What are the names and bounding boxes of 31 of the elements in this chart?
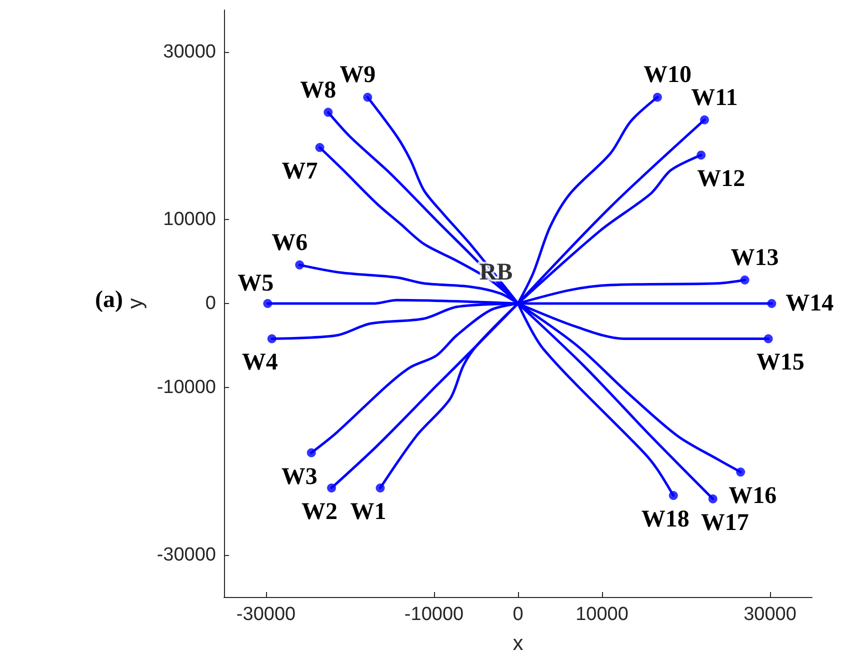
series-label: W5 [238, 270, 274, 296]
series-label: W8 [300, 77, 336, 104]
series-label: W6 [272, 230, 308, 256]
series-label: W18 [641, 506, 690, 533]
x-tick-label: 30000 [744, 604, 796, 625]
x-tick-label: 0 [512, 604, 524, 625]
y-tick-label: 0 [205, 293, 216, 314]
series-label: W13 [730, 245, 779, 272]
x-tick-label: -10000 [404, 604, 464, 625]
y-tick-label: 30000 [163, 41, 216, 62]
series-label: W2 [302, 498, 338, 525]
y-tick-label: 10000 [163, 209, 216, 230]
series-label: W11 [691, 84, 738, 111]
series-label: W14 [786, 290, 834, 316]
series-label: W9 [340, 62, 376, 88]
text: (a) [95, 287, 123, 313]
x-axis-title: x [512, 632, 524, 655]
series-label: W4 [242, 350, 278, 376]
series-label: W16 [728, 483, 777, 510]
series-label: W3 [281, 464, 318, 490]
series-label: W10 [643, 62, 692, 88]
y-tick-label: -30000 [156, 544, 216, 566]
series-label: W15 [756, 350, 804, 376]
x-tick-label: -30000 [236, 604, 296, 625]
series-label: W7 [282, 158, 318, 185]
series-label: W12 [697, 166, 746, 192]
x-tick-label: 10000 [576, 604, 628, 625]
y-axis-title: y [124, 298, 147, 309]
y-tick-label: -10000 [156, 376, 216, 398]
series-label: W17 [700, 510, 749, 536]
series-label: W1 [350, 498, 386, 525]
